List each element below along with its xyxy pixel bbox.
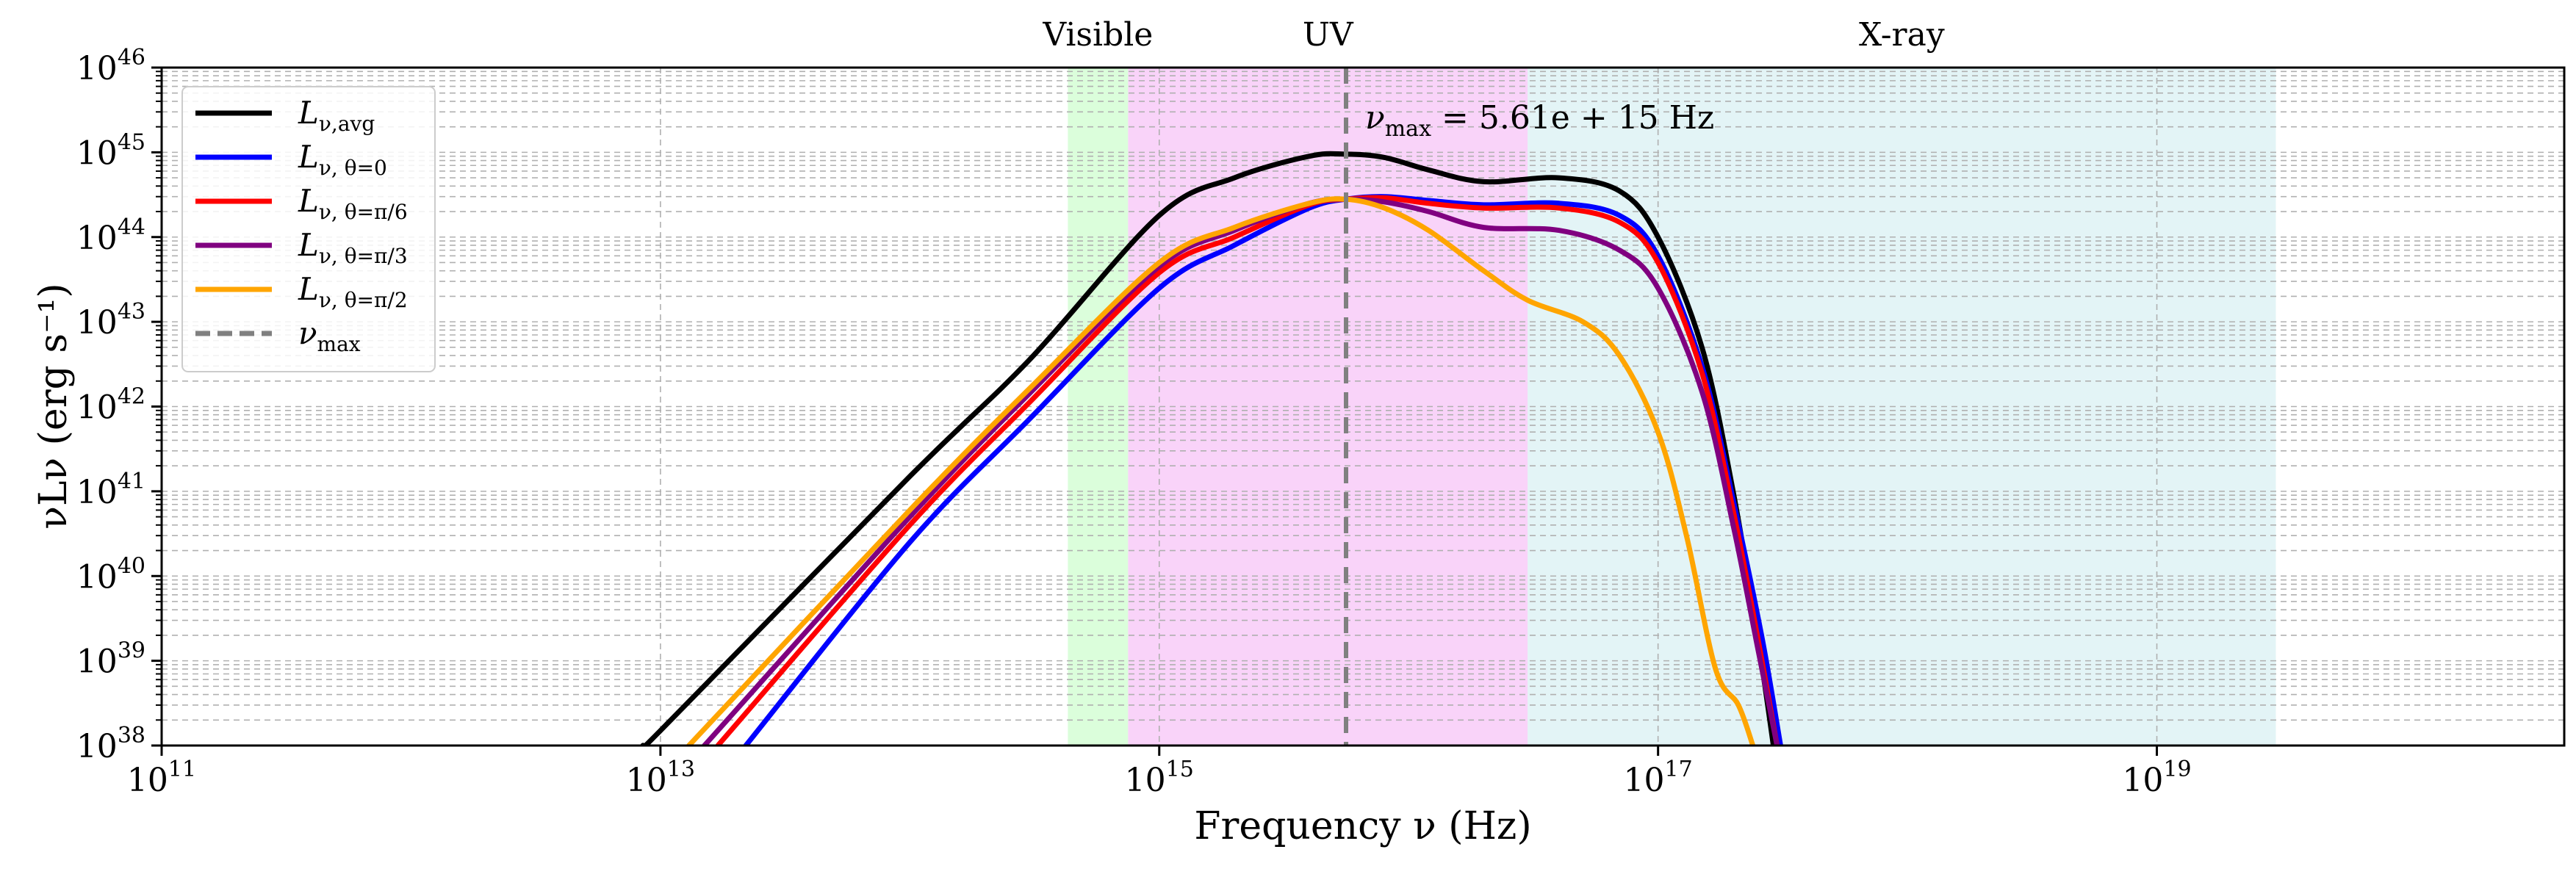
x-tick-base: 10: [2122, 762, 2163, 799]
x-tick-label: 1015: [1125, 757, 1194, 799]
legend-label-2: Lν, θ=π/6: [298, 183, 408, 224]
legend-label-sub: ν, θ=π/3: [319, 244, 408, 268]
x-tick-label: 1017: [1624, 757, 1693, 799]
legend-label-main: L: [298, 183, 319, 219]
legend-label-sub: ν, θ=0: [319, 156, 387, 180]
y-tick-base: 10: [76, 389, 118, 427]
x-tick-base: 10: [626, 762, 667, 799]
band-labels-layer: Visible UV X-ray: [1042, 16, 1944, 54]
x-tick-label: 1013: [626, 757, 695, 799]
y-tick-base: 10: [76, 558, 118, 596]
x-tick-exp: 15: [1166, 757, 1194, 782]
y-tick-label: 1043: [76, 299, 145, 342]
y-tick-label: 1041: [76, 469, 145, 511]
x-tick-exp: 13: [667, 757, 695, 782]
legend-label-sub: ν, θ=π/6: [319, 200, 408, 224]
annotation-symbol: ν: [1365, 99, 1385, 137]
y-tick-base: 10: [76, 304, 118, 342]
legend-label-sub: ν, θ=π/2: [319, 288, 408, 312]
legend-label-1: Lν, θ=0: [298, 139, 387, 180]
legend-label-4: Lν, θ=π/2: [298, 271, 408, 312]
y-axis-label: νLν (erg s⁻¹): [32, 283, 76, 529]
y-tick-base: 10: [76, 220, 118, 257]
x-tick-base: 10: [1125, 762, 1166, 799]
legend-label-sub: ν,avg: [319, 112, 375, 136]
legend-label-main: L: [298, 227, 319, 263]
legend-label-sub: max: [317, 332, 361, 356]
y-tick-base: 10: [76, 134, 118, 172]
y-tick-base: 10: [76, 474, 118, 511]
vline-layer: νmax = 5.61e + 15 Hz: [1343, 68, 1714, 746]
y-tick-exp: 46: [118, 45, 145, 71]
y-tick-exp: 42: [118, 384, 145, 410]
x-axis-label: Frequency ν (Hz): [1194, 804, 1531, 848]
x-tick-base: 10: [127, 762, 168, 799]
series-line-3: [702, 196, 1780, 746]
legend-label-3: Lν, θ=π/3: [298, 227, 408, 268]
y-tick-base: 10: [76, 643, 118, 681]
series-line-2: [715, 195, 1780, 746]
legend-label-main: L: [298, 271, 319, 307]
y-tick-exp: 43: [118, 299, 145, 325]
y-tick-label: 1040: [76, 553, 145, 596]
y-tick-label: 1044: [76, 214, 145, 257]
series-layer: [639, 151, 1783, 746]
y-tick-label: 1039: [76, 638, 145, 681]
annotation-value: = 5.61e + 15 Hz: [1431, 99, 1714, 137]
x-tick-label: 1019: [2122, 757, 2191, 799]
y-tick-exp: 40: [118, 553, 145, 579]
y-tick-base: 10: [76, 728, 118, 765]
y-tick-label: 1045: [76, 129, 145, 172]
vline-annotation: νmax = 5.61e + 15 Hz: [1365, 99, 1714, 142]
y-tick-exp: 41: [118, 469, 145, 494]
legend-label-main: L: [298, 139, 319, 175]
legend-label-5: νmax: [298, 315, 361, 356]
x-tick-exp: 17: [1665, 757, 1693, 782]
legend-label-0: Lν,avg: [298, 95, 375, 136]
y-tick-base: 10: [76, 50, 118, 87]
series-line-4: [686, 196, 1756, 746]
x-tick-exp: 11: [168, 757, 196, 782]
y-tick-exp: 39: [118, 638, 145, 664]
x-tick-label: 1011: [127, 757, 196, 799]
series-line-0: [639, 151, 1777, 746]
x-tick-exp: 19: [2163, 757, 2191, 782]
y-tick-exp: 45: [118, 129, 145, 155]
bands-layer: [1068, 68, 2276, 746]
band-label-uv: UV: [1303, 16, 1354, 54]
ticks-layer: 1038103910401041104210431044104510461011…: [76, 45, 2192, 799]
band-label-visible: Visible: [1042, 16, 1153, 54]
y-tick-label: 1042: [76, 384, 145, 427]
band-label-x-ray: X-ray: [1859, 16, 1945, 54]
annotation-sub: max: [1385, 116, 1431, 142]
legend-label-main: L: [298, 95, 319, 131]
y-tick-label: 1038: [76, 723, 145, 765]
y-tick-label: 1046: [76, 45, 145, 87]
legend-label-main: ν: [298, 315, 317, 351]
x-tick-base: 10: [1624, 762, 1665, 799]
y-tick-exp: 38: [118, 723, 145, 748]
y-tick-exp: 44: [118, 214, 145, 240]
